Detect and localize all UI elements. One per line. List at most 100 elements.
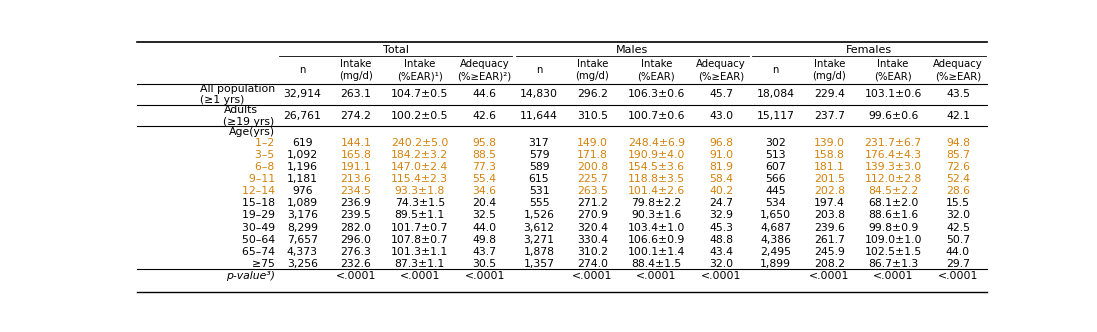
Text: 317: 317 bbox=[529, 138, 550, 148]
Text: 144.1: 144.1 bbox=[340, 138, 371, 148]
Text: 30–49: 30–49 bbox=[235, 222, 274, 233]
Text: 86.7±1.3: 86.7±1.3 bbox=[868, 259, 918, 269]
Text: 32.0: 32.0 bbox=[709, 259, 733, 269]
Text: 68.1±2.0: 68.1±2.0 bbox=[868, 198, 918, 208]
Text: 118.8±3.5: 118.8±3.5 bbox=[627, 174, 685, 184]
Text: 1,650: 1,650 bbox=[760, 210, 791, 220]
Text: 239.6: 239.6 bbox=[814, 222, 845, 233]
Text: 42.5: 42.5 bbox=[946, 222, 970, 233]
Text: 65–74: 65–74 bbox=[235, 247, 274, 257]
Text: 203.8: 203.8 bbox=[814, 210, 845, 220]
Text: <.0001: <.0001 bbox=[873, 271, 914, 281]
Text: 19–29: 19–29 bbox=[235, 210, 274, 220]
Text: 29.7: 29.7 bbox=[946, 259, 970, 269]
Text: 1,526: 1,526 bbox=[523, 210, 554, 220]
Text: 48.8: 48.8 bbox=[710, 235, 733, 245]
Text: n: n bbox=[535, 65, 542, 75]
Text: 270.9: 270.9 bbox=[577, 210, 608, 220]
Text: 176.4±4.3: 176.4±4.3 bbox=[864, 150, 921, 160]
Text: 15.5: 15.5 bbox=[946, 198, 970, 208]
Text: 9–11: 9–11 bbox=[241, 174, 274, 184]
Text: 100.7±0.6: 100.7±0.6 bbox=[627, 111, 686, 121]
Text: 79.8±2.2: 79.8±2.2 bbox=[631, 198, 681, 208]
Text: 261.7: 261.7 bbox=[814, 235, 845, 245]
Text: 102.5±1.5: 102.5±1.5 bbox=[864, 247, 921, 257]
Text: 296.2: 296.2 bbox=[577, 89, 608, 100]
Text: 147.0±2.4: 147.0±2.4 bbox=[392, 162, 449, 172]
Text: 320.4: 320.4 bbox=[577, 222, 608, 233]
Text: 236.9: 236.9 bbox=[340, 198, 371, 208]
Text: 191.1: 191.1 bbox=[340, 162, 371, 172]
Text: 87.3±1.1: 87.3±1.1 bbox=[395, 259, 445, 269]
Text: 89.5±1.1: 89.5±1.1 bbox=[395, 210, 445, 220]
Text: <.0001: <.0001 bbox=[808, 271, 849, 281]
Text: 95.8: 95.8 bbox=[473, 138, 497, 148]
Text: 18,084: 18,084 bbox=[757, 89, 794, 100]
Text: 45.3: 45.3 bbox=[710, 222, 733, 233]
Text: Adequacy
(%≥EAR): Adequacy (%≥EAR) bbox=[934, 59, 983, 81]
Text: 181.1: 181.1 bbox=[814, 162, 845, 172]
Text: 3,256: 3,256 bbox=[286, 259, 318, 269]
Text: 26,761: 26,761 bbox=[283, 111, 321, 121]
Text: Adequacy
(%≥EAR)²): Adequacy (%≥EAR)²) bbox=[457, 59, 511, 81]
Text: 579: 579 bbox=[529, 150, 550, 160]
Text: 282.0: 282.0 bbox=[340, 222, 371, 233]
Text: 42.1: 42.1 bbox=[946, 111, 970, 121]
Text: 112.0±2.8: 112.0±2.8 bbox=[864, 174, 921, 184]
Text: 84.5±2.2: 84.5±2.2 bbox=[868, 186, 918, 196]
Text: 11,644: 11,644 bbox=[520, 111, 558, 121]
Text: 8,299: 8,299 bbox=[286, 222, 318, 233]
Text: 58.4: 58.4 bbox=[710, 174, 733, 184]
Text: 139.0: 139.0 bbox=[814, 138, 845, 148]
Text: 94.8: 94.8 bbox=[946, 138, 970, 148]
Text: 28.6: 28.6 bbox=[946, 186, 970, 196]
Text: 248.4±6.9: 248.4±6.9 bbox=[627, 138, 685, 148]
Text: 615: 615 bbox=[529, 174, 550, 184]
Text: 1,181: 1,181 bbox=[286, 174, 318, 184]
Text: 531: 531 bbox=[529, 186, 550, 196]
Text: 225.7: 225.7 bbox=[577, 174, 608, 184]
Text: <.0001: <.0001 bbox=[938, 271, 979, 281]
Text: 20.4: 20.4 bbox=[473, 198, 497, 208]
Text: 88.5: 88.5 bbox=[473, 150, 497, 160]
Text: 239.5: 239.5 bbox=[340, 210, 371, 220]
Text: 32.0: 32.0 bbox=[946, 210, 970, 220]
Text: 50.7: 50.7 bbox=[946, 235, 970, 245]
Text: 3,271: 3,271 bbox=[523, 235, 554, 245]
Text: 4,373: 4,373 bbox=[286, 247, 318, 257]
Text: 101.3±1.1: 101.3±1.1 bbox=[392, 247, 449, 257]
Text: 271.2: 271.2 bbox=[577, 198, 608, 208]
Text: 88.4±1.5: 88.4±1.5 bbox=[631, 259, 681, 269]
Text: 245.9: 245.9 bbox=[814, 247, 845, 257]
Text: 15–18: 15–18 bbox=[235, 198, 274, 208]
Text: Adults
(≥19 yrs): Adults (≥19 yrs) bbox=[224, 106, 274, 127]
Text: Intake
(%EAR)¹): Intake (%EAR)¹) bbox=[397, 59, 443, 81]
Text: 276.3: 276.3 bbox=[340, 247, 371, 257]
Text: 310.5: 310.5 bbox=[577, 111, 608, 121]
Text: 1,196: 1,196 bbox=[286, 162, 318, 172]
Text: 330.4: 330.4 bbox=[577, 235, 608, 245]
Text: 44.0: 44.0 bbox=[946, 247, 970, 257]
Text: 77.3: 77.3 bbox=[473, 162, 497, 172]
Text: 445: 445 bbox=[766, 186, 787, 196]
Text: 4,386: 4,386 bbox=[760, 235, 791, 245]
Text: 213.6: 213.6 bbox=[340, 174, 371, 184]
Text: 104.7±0.5: 104.7±0.5 bbox=[391, 89, 449, 100]
Text: 139.3±3.0: 139.3±3.0 bbox=[864, 162, 921, 172]
Text: Total: Total bbox=[383, 45, 408, 55]
Text: 15,117: 15,117 bbox=[757, 111, 794, 121]
Text: 149.0: 149.0 bbox=[577, 138, 608, 148]
Text: 296.0: 296.0 bbox=[340, 235, 371, 245]
Text: <.0001: <.0001 bbox=[336, 271, 376, 281]
Text: 190.9±4.0: 190.9±4.0 bbox=[627, 150, 686, 160]
Text: <.0001: <.0001 bbox=[573, 271, 613, 281]
Text: 976: 976 bbox=[292, 186, 313, 196]
Text: 208.2: 208.2 bbox=[814, 259, 845, 269]
Text: 555: 555 bbox=[529, 198, 550, 208]
Text: <.0001: <.0001 bbox=[701, 271, 742, 281]
Text: 1,878: 1,878 bbox=[523, 247, 554, 257]
Text: 106.6±0.9: 106.6±0.9 bbox=[627, 235, 686, 245]
Text: 107.8±0.7: 107.8±0.7 bbox=[391, 235, 449, 245]
Text: Adequacy
(%≥EAR): Adequacy (%≥EAR) bbox=[697, 59, 746, 81]
Text: 81.9: 81.9 bbox=[710, 162, 733, 172]
